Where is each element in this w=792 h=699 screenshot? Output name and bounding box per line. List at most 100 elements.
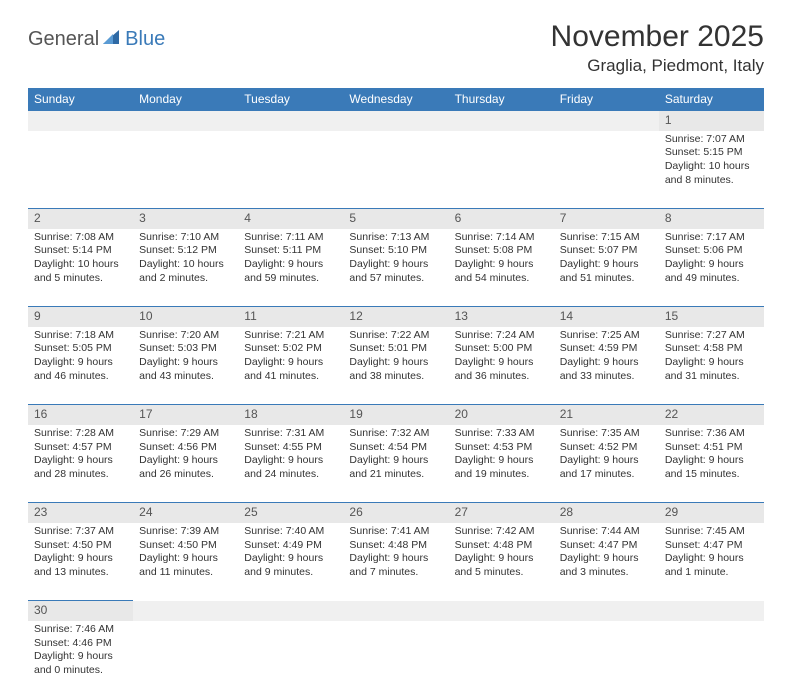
weekday-header: Monday [133, 88, 238, 111]
day-number-cell: 25 [238, 503, 343, 523]
day-number-cell: 16 [28, 405, 133, 425]
day-data-cell: Sunrise: 7:44 AMSunset: 4:47 PMDaylight:… [554, 523, 659, 601]
sunset-text: Sunset: 4:46 PM [34, 637, 127, 651]
daylight-text: Daylight: 9 hours and 26 minutes. [139, 454, 232, 481]
sunset-text: Sunset: 5:05 PM [34, 342, 127, 356]
daylight-text: Daylight: 9 hours and 0 minutes. [34, 650, 127, 677]
day-number-cell: 20 [449, 405, 554, 425]
day-data-cell: Sunrise: 7:27 AMSunset: 4:58 PMDaylight:… [659, 327, 764, 405]
day-number-cell: 23 [28, 503, 133, 523]
sunrise-text: Sunrise: 7:22 AM [349, 329, 442, 343]
day-data-cell [554, 621, 659, 699]
sunrise-text: Sunrise: 7:24 AM [455, 329, 548, 343]
daylight-text: Daylight: 9 hours and 21 minutes. [349, 454, 442, 481]
daylight-text: Daylight: 9 hours and 59 minutes. [244, 258, 337, 285]
day-number-cell [343, 601, 448, 621]
sunset-text: Sunset: 5:08 PM [455, 244, 548, 258]
day-data-row: Sunrise: 7:07 AMSunset: 5:15 PMDaylight:… [28, 131, 764, 209]
day-data-cell: Sunrise: 7:11 AMSunset: 5:11 PMDaylight:… [238, 229, 343, 307]
sunrise-text: Sunrise: 7:25 AM [560, 329, 653, 343]
sunset-text: Sunset: 5:11 PM [244, 244, 337, 258]
day-data-row: Sunrise: 7:08 AMSunset: 5:14 PMDaylight:… [28, 229, 764, 307]
sunset-text: Sunset: 5:15 PM [665, 146, 758, 160]
daylight-text: Daylight: 9 hours and 17 minutes. [560, 454, 653, 481]
sunset-text: Sunset: 4:55 PM [244, 441, 337, 455]
day-data-cell: Sunrise: 7:25 AMSunset: 4:59 PMDaylight:… [554, 327, 659, 405]
day-number-cell: 28 [554, 503, 659, 523]
day-number-cell [238, 111, 343, 131]
daylight-text: Daylight: 9 hours and 41 minutes. [244, 356, 337, 383]
location: Graglia, Piedmont, Italy [551, 56, 764, 76]
day-number-cell: 27 [449, 503, 554, 523]
day-data-cell: Sunrise: 7:46 AMSunset: 4:46 PMDaylight:… [28, 621, 133, 699]
sunset-text: Sunset: 4:54 PM [349, 441, 442, 455]
day-number-cell: 14 [554, 307, 659, 327]
sunrise-text: Sunrise: 7:44 AM [560, 525, 653, 539]
day-number-cell [554, 601, 659, 621]
sunrise-text: Sunrise: 7:31 AM [244, 427, 337, 441]
day-number-cell: 24 [133, 503, 238, 523]
sunrise-text: Sunrise: 7:28 AM [34, 427, 127, 441]
sunrise-text: Sunrise: 7:39 AM [139, 525, 232, 539]
day-data-cell: Sunrise: 7:32 AMSunset: 4:54 PMDaylight:… [343, 425, 448, 503]
day-data-cell: Sunrise: 7:08 AMSunset: 5:14 PMDaylight:… [28, 229, 133, 307]
daylight-text: Daylight: 10 hours and 5 minutes. [34, 258, 127, 285]
sunset-text: Sunset: 5:12 PM [139, 244, 232, 258]
day-data-row: Sunrise: 7:28 AMSunset: 4:57 PMDaylight:… [28, 425, 764, 503]
day-data-cell: Sunrise: 7:37 AMSunset: 4:50 PMDaylight:… [28, 523, 133, 601]
day-number-cell: 11 [238, 307, 343, 327]
day-number-cell [343, 111, 448, 131]
day-number-cell [133, 601, 238, 621]
daylight-text: Daylight: 9 hours and 1 minute. [665, 552, 758, 579]
day-data-cell: Sunrise: 7:35 AMSunset: 4:52 PMDaylight:… [554, 425, 659, 503]
day-number-cell: 7 [554, 209, 659, 229]
day-number-cell: 9 [28, 307, 133, 327]
day-data-cell: Sunrise: 7:39 AMSunset: 4:50 PMDaylight:… [133, 523, 238, 601]
day-number-cell: 19 [343, 405, 448, 425]
sunset-text: Sunset: 4:53 PM [455, 441, 548, 455]
sunrise-text: Sunrise: 7:07 AM [665, 133, 758, 147]
daylight-text: Daylight: 10 hours and 8 minutes. [665, 160, 758, 187]
sunrise-text: Sunrise: 7:41 AM [349, 525, 442, 539]
day-data-cell: Sunrise: 7:21 AMSunset: 5:02 PMDaylight:… [238, 327, 343, 405]
sunrise-text: Sunrise: 7:14 AM [455, 231, 548, 245]
daylight-text: Daylight: 9 hours and 31 minutes. [665, 356, 758, 383]
daylight-text: Daylight: 9 hours and 36 minutes. [455, 356, 548, 383]
day-data-cell [28, 131, 133, 209]
sunset-text: Sunset: 5:03 PM [139, 342, 232, 356]
daylight-text: Daylight: 9 hours and 19 minutes. [455, 454, 548, 481]
sunrise-text: Sunrise: 7:11 AM [244, 231, 337, 245]
sunrise-text: Sunrise: 7:18 AM [34, 329, 127, 343]
sunset-text: Sunset: 4:56 PM [139, 441, 232, 455]
day-number-cell [133, 111, 238, 131]
daylight-text: Daylight: 9 hours and 43 minutes. [139, 356, 232, 383]
sunset-text: Sunset: 4:52 PM [560, 441, 653, 455]
day-data-cell [133, 131, 238, 209]
day-data-cell: Sunrise: 7:07 AMSunset: 5:15 PMDaylight:… [659, 131, 764, 209]
day-data-row: Sunrise: 7:37 AMSunset: 4:50 PMDaylight:… [28, 523, 764, 601]
day-number-cell [28, 111, 133, 131]
sunset-text: Sunset: 5:06 PM [665, 244, 758, 258]
daylight-text: Daylight: 9 hours and 13 minutes. [34, 552, 127, 579]
day-number-row: 2345678 [28, 209, 764, 229]
day-data-cell: Sunrise: 7:40 AMSunset: 4:49 PMDaylight:… [238, 523, 343, 601]
sunset-text: Sunset: 5:00 PM [455, 342, 548, 356]
sunrise-text: Sunrise: 7:15 AM [560, 231, 653, 245]
day-number-cell: 13 [449, 307, 554, 327]
day-number-cell: 5 [343, 209, 448, 229]
day-data-cell: Sunrise: 7:15 AMSunset: 5:07 PMDaylight:… [554, 229, 659, 307]
sunrise-text: Sunrise: 7:46 AM [34, 623, 127, 637]
day-data-cell [238, 621, 343, 699]
day-data-cell [238, 131, 343, 209]
day-data-cell: Sunrise: 7:28 AMSunset: 4:57 PMDaylight:… [28, 425, 133, 503]
day-number-cell: 18 [238, 405, 343, 425]
day-number-cell: 29 [659, 503, 764, 523]
logo-text-general: General [28, 28, 99, 51]
month-title: November 2025 [551, 20, 764, 54]
day-data-cell: Sunrise: 7:45 AMSunset: 4:47 PMDaylight:… [659, 523, 764, 601]
day-data-cell: Sunrise: 7:18 AMSunset: 5:05 PMDaylight:… [28, 327, 133, 405]
sunrise-text: Sunrise: 7:42 AM [455, 525, 548, 539]
day-data-cell: Sunrise: 7:17 AMSunset: 5:06 PMDaylight:… [659, 229, 764, 307]
weekday-header: Saturday [659, 88, 764, 111]
sunrise-text: Sunrise: 7:36 AM [665, 427, 758, 441]
